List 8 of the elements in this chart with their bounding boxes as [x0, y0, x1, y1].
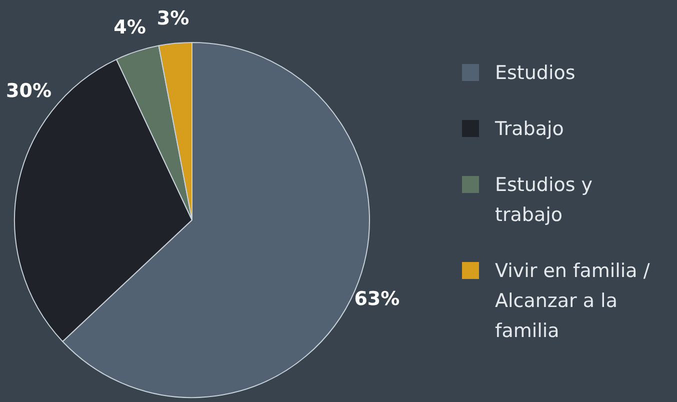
data-label: 30%	[6, 80, 52, 102]
legend-label: Trabajo	[495, 117, 565, 142]
data-label: 3%	[156, 7, 190, 30]
legend-label: Estudios	[495, 61, 576, 86]
legend-label: Estudios y trabajo	[495, 173, 594, 228]
legend-label: Vivir en familia / Alcanzar a la familia	[495, 259, 651, 344]
data-label: 63%	[354, 288, 400, 310]
data-label: 4%	[114, 16, 146, 38]
